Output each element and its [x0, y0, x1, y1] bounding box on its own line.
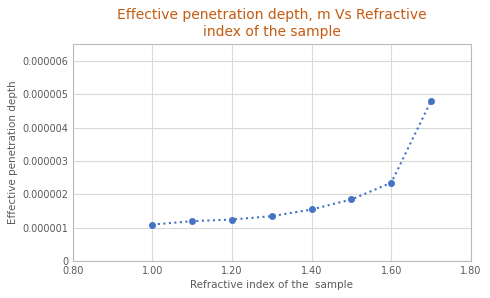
- Y-axis label: Effective penetration depth: Effective penetration depth: [8, 81, 18, 224]
- Title: Effective penetration depth, m Vs Refractive
index of the sample: Effective penetration depth, m Vs Refrac…: [117, 8, 427, 38]
- X-axis label: Refractive index of the  sample: Refractive index of the sample: [190, 280, 353, 290]
